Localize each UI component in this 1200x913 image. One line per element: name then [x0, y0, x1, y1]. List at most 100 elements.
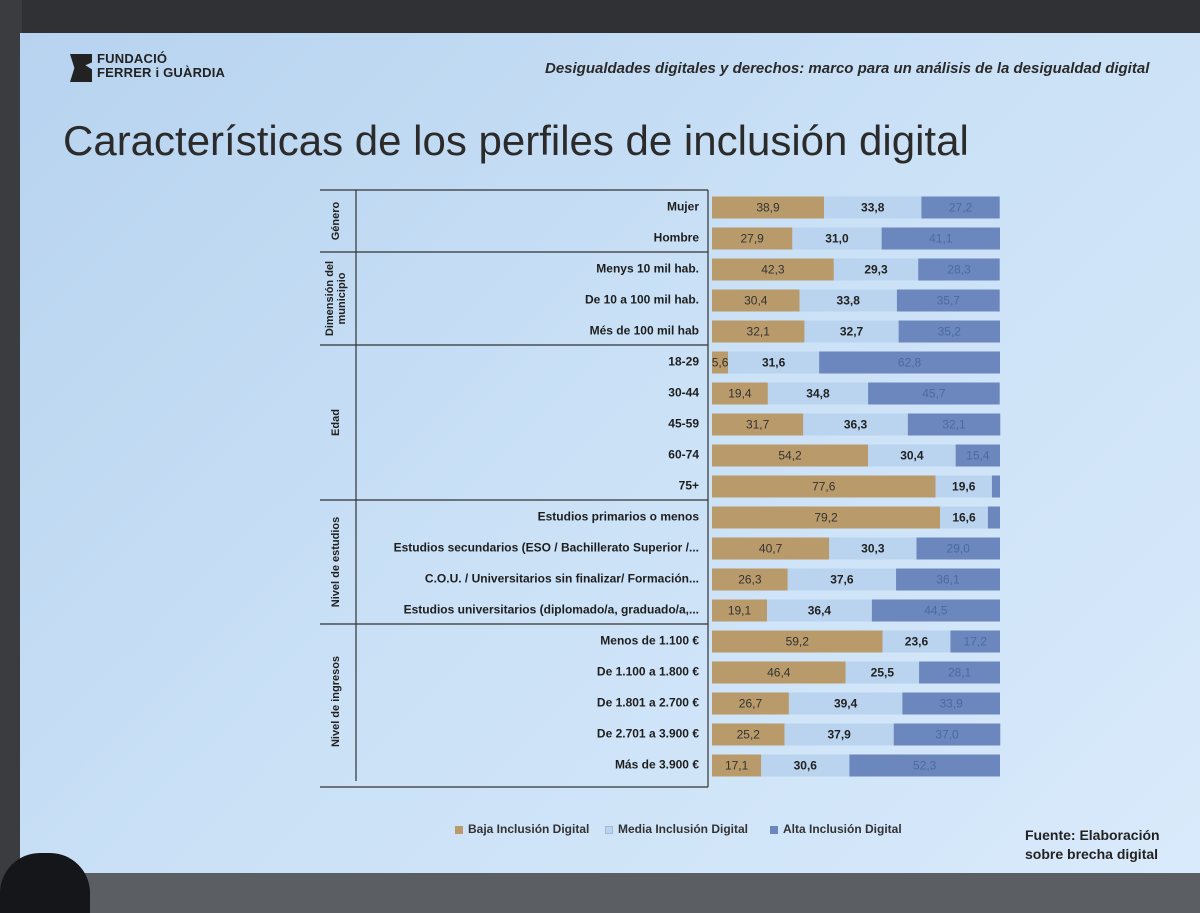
bar-segment	[896, 289, 1000, 312]
data-label: 19,1	[728, 604, 752, 618]
legend-item-alta: Alta Inclusión Digital	[770, 822, 902, 836]
data-label: 31,0	[825, 232, 849, 246]
bar-segment	[712, 351, 729, 374]
data-label: 31,6	[762, 356, 786, 370]
bar-segment	[987, 506, 1000, 529]
bar-segment	[902, 692, 1000, 715]
slide-title: Características de los perfiles de inclu…	[63, 117, 969, 164]
data-label: 33,9	[940, 697, 964, 711]
slide-subtitle: Desigualdades digitales y derechos: marc…	[545, 60, 1150, 77]
data-label: 54,2	[778, 449, 802, 463]
data-label: 28,1	[948, 666, 972, 680]
logo-line-1: FUNDACIÓ	[97, 51, 168, 66]
bar-segment	[712, 537, 830, 560]
bar-segment	[833, 258, 919, 281]
bar-segment	[728, 351, 820, 374]
data-label: 36,3	[844, 418, 868, 432]
bar-segment	[712, 320, 805, 343]
data-label: 30,6	[794, 759, 818, 773]
bar-segment	[907, 413, 1001, 436]
legend-label-baja: Baja Inclusión Digital	[468, 822, 590, 836]
data-label: 28,3	[947, 263, 971, 277]
data-label: 19,6	[952, 480, 976, 494]
data-label: 16,6	[952, 511, 976, 525]
data-label: 30,4	[900, 449, 924, 463]
bar-segment	[991, 475, 1000, 498]
bar-segment	[849, 754, 1000, 777]
bar-segment	[712, 196, 825, 219]
bar-segment	[712, 506, 941, 529]
category-label: Estudios universitarios (diplomado/a, gr…	[404, 603, 699, 617]
bar-segment	[799, 289, 897, 312]
data-label: 32,7	[840, 325, 864, 339]
bar-segment	[916, 537, 1000, 560]
logo-icon	[70, 54, 92, 82]
bar-segment	[871, 599, 1000, 622]
bar-segment	[935, 475, 992, 498]
bar-segment	[881, 227, 1000, 250]
category-label: 60-74	[668, 448, 699, 462]
bar-segment	[712, 413, 804, 436]
bar-segment	[950, 630, 1000, 653]
bar-segment	[803, 413, 908, 436]
category-label: Mujer	[667, 200, 699, 214]
group-label: Nivel de estudios	[330, 517, 342, 607]
category-label: De 1.801 a 2.700 €	[597, 696, 699, 710]
data-label: 38,9	[756, 201, 780, 215]
bar-segment	[787, 568, 897, 591]
group-label: Dimensión del	[324, 261, 336, 336]
data-label: 79,2	[814, 511, 838, 525]
bar-segment	[788, 692, 903, 715]
data-label: 26,3	[738, 573, 762, 587]
bar-segment	[824, 196, 922, 219]
data-label: 77,6	[812, 480, 836, 494]
category-label: De 1.100 a 1.800 €	[597, 665, 699, 679]
bar-segment	[712, 754, 762, 777]
bar-segment	[829, 537, 917, 560]
bar-segment	[921, 196, 1000, 219]
category-label: 45-59	[668, 417, 699, 431]
legend-swatch-baja	[455, 825, 463, 834]
bar-segment	[919, 661, 1000, 684]
presentation-slide	[20, 33, 1200, 873]
category-label: Más de 3.900 €	[615, 758, 699, 772]
bar-segment	[868, 382, 1000, 405]
category-label: De 10 a 100 mil hab.	[585, 293, 699, 307]
data-label: 30,3	[861, 542, 885, 556]
data-label: 23,6	[905, 635, 929, 649]
data-label: 44,5	[924, 604, 948, 618]
data-label: 41,1	[929, 232, 953, 246]
group-label: Edad	[330, 409, 342, 436]
bar-segment	[882, 630, 951, 653]
group-label: Género	[330, 201, 342, 240]
bar-segment	[767, 599, 872, 622]
data-label: 40,7	[759, 542, 783, 556]
data-label: 31,7	[746, 418, 770, 432]
bar-segment	[712, 444, 869, 467]
data-label: 25,5	[871, 666, 895, 680]
bar-segment	[712, 568, 788, 591]
bar-segment	[896, 568, 1000, 591]
stacked-bar-chart: Género Dimensión del municipio Edad Nivel de…	[320, 189, 1001, 788]
legend-label-alta: Alta Inclusión Digital	[783, 822, 902, 836]
logo-text: FUNDACIÓ FERRER i GUÀRDIA	[97, 52, 225, 80]
data-label: 30,4	[744, 294, 768, 308]
bar-segment	[712, 258, 834, 281]
bar-segment	[712, 723, 785, 746]
bar-segment	[940, 506, 988, 529]
source-line-2: sobre brecha digital	[1025, 846, 1159, 862]
data-label: 32,1	[942, 418, 966, 432]
data-label: 39,4	[834, 697, 858, 711]
data-label: 36,4	[808, 604, 832, 618]
bar-segment	[792, 227, 882, 250]
bar-segment	[712, 599, 768, 622]
bar-segment	[955, 444, 1000, 467]
group-label: municipio	[336, 272, 348, 324]
data-label: 5,6	[712, 356, 729, 370]
legend-swatch-alta	[770, 825, 778, 834]
data-label: 37,9	[827, 728, 851, 742]
data-label: 17,2	[964, 635, 988, 649]
data-label: 37,0	[935, 728, 959, 742]
data-label: 59,2	[786, 635, 810, 649]
data-label: 26,7	[739, 697, 763, 711]
